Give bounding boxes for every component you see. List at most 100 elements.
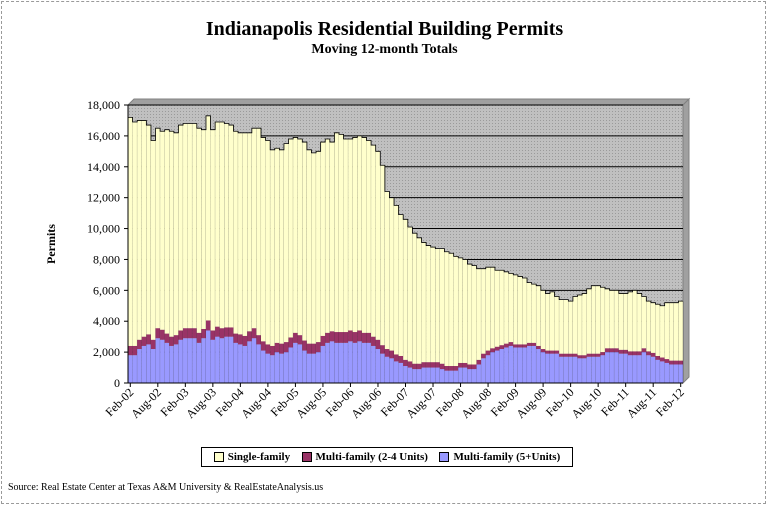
bar-single-family [490,267,495,349]
bar-multi-family-5-plus [605,352,610,383]
bar-multi-family-2-4 [233,333,239,343]
bar-multi-family-2-4 [164,333,170,343]
bar-multi-family-5-plus [173,344,179,383]
bar-multi-family-2-4 [609,348,615,353]
bar-multi-family-5-plus [646,355,651,383]
bar-multi-family-5-plus [449,370,454,383]
x-tick-label: Aug-03 [183,385,219,421]
bar-single-family [302,142,307,341]
bar-multi-family-5-plus [632,355,638,383]
bar-multi-family-2-4 [316,342,321,353]
bar-multi-family-2-4 [380,345,385,354]
bar-multi-family-5-plus [219,338,225,383]
legend-swatch-single-family [213,452,224,462]
bar-multi-family-2-4 [375,339,381,350]
bar-single-family [137,120,142,340]
bar-multi-family-2-4 [196,332,202,343]
bar-multi-family-5-plus [499,349,505,383]
bar-multi-family-5-plus [155,338,161,383]
bar-single-family [435,248,440,363]
bar-multi-family-5-plus [164,342,170,383]
bar-multi-family-5-plus [660,361,665,383]
bar-single-family [293,137,298,333]
bar-single-family [325,138,330,333]
bar-single-family [357,135,362,331]
bar-multi-family-2-4 [306,343,312,354]
bar-single-family [412,233,417,364]
bar-multi-family-2-4 [228,327,234,337]
bar-multi-family-5-plus [380,353,385,383]
bar-multi-family-2-4 [586,353,592,357]
bar-multi-family-2-4 [449,366,454,371]
bar-single-family [146,125,151,335]
bar-single-family [522,277,528,345]
bar-multi-family-2-4 [494,346,500,351]
bar-multi-family-2-4 [545,350,550,354]
bar-single-family [173,132,179,336]
bar-single-family [233,131,239,334]
x-tick-label: Aug-10 [568,385,604,421]
bar-multi-family-5-plus [192,338,197,383]
bar-multi-family-5-plus [444,370,450,383]
bar-multi-family-5-plus [261,350,266,383]
x-tick-label: Aug-06 [348,385,384,421]
bar-multi-family-2-4 [462,362,468,368]
bar-multi-family-2-4 [513,344,518,348]
bar-multi-family-2-4 [421,362,427,368]
bar-multi-family-5-plus [563,356,569,383]
bar-single-family [540,290,546,350]
bar-multi-family-2-4 [637,351,642,356]
bar-single-family [458,257,463,363]
bar-single-family [527,282,532,343]
bar-single-family [618,293,624,350]
bar-multi-family-2-4 [476,359,482,365]
bar-multi-family-5-plus [137,349,142,383]
bar-single-family [572,296,578,354]
bar-multi-family-5-plus [361,342,367,383]
bar-multi-family-2-4 [155,328,161,339]
bar-multi-family-2-4 [352,332,358,343]
bar-single-family [559,299,564,354]
bar-multi-family-5-plus [618,353,624,383]
bar-multi-family-2-4 [343,332,349,343]
bar-multi-family-5-plus [320,345,326,383]
bar-single-family [568,301,573,354]
bar-multi-family-5-plus [416,369,422,383]
y-tick-label: 10,000 [87,222,120,236]
bar-single-family [192,123,197,329]
legend-label-single-family: Single-family [227,451,291,463]
bar-multi-family-5-plus [513,347,518,383]
bar-multi-family-2-4 [334,332,339,343]
bar-multi-family-5-plus [256,344,262,383]
bar-single-family [311,152,317,344]
bar-multi-family-2-4 [549,350,555,354]
bar-multi-family-5-plus [210,339,216,383]
bar-single-family [338,134,344,333]
bar-single-family [384,191,390,350]
bar-single-family [205,115,211,321]
bar-multi-family-2-4 [338,332,344,343]
bar-single-family [673,302,679,361]
bar-multi-family-5-plus [384,356,390,383]
bar-multi-family-2-4 [504,343,509,348]
bar-multi-family-5-plus [389,358,395,383]
bar-single-family [444,251,450,367]
bar-single-family [329,142,335,332]
bar-multi-family-5-plus [508,345,514,383]
bar-multi-family-2-4 [215,326,220,337]
bar-multi-family-2-4 [270,345,275,356]
bar-single-family [375,151,381,340]
bar-single-family [646,301,651,352]
bar-single-family [650,302,656,353]
bar-multi-family-2-4 [261,341,266,351]
y-tick-label: 4,000 [93,314,120,328]
bar-single-family [160,131,165,330]
bar-single-family [380,165,385,346]
y-axis-label: Permits [44,224,58,264]
bar-single-family [242,132,248,336]
bar-multi-family-5-plus [329,341,335,383]
bar-multi-family-2-4 [444,366,450,371]
x-tick-label: Aug-02 [128,385,164,421]
